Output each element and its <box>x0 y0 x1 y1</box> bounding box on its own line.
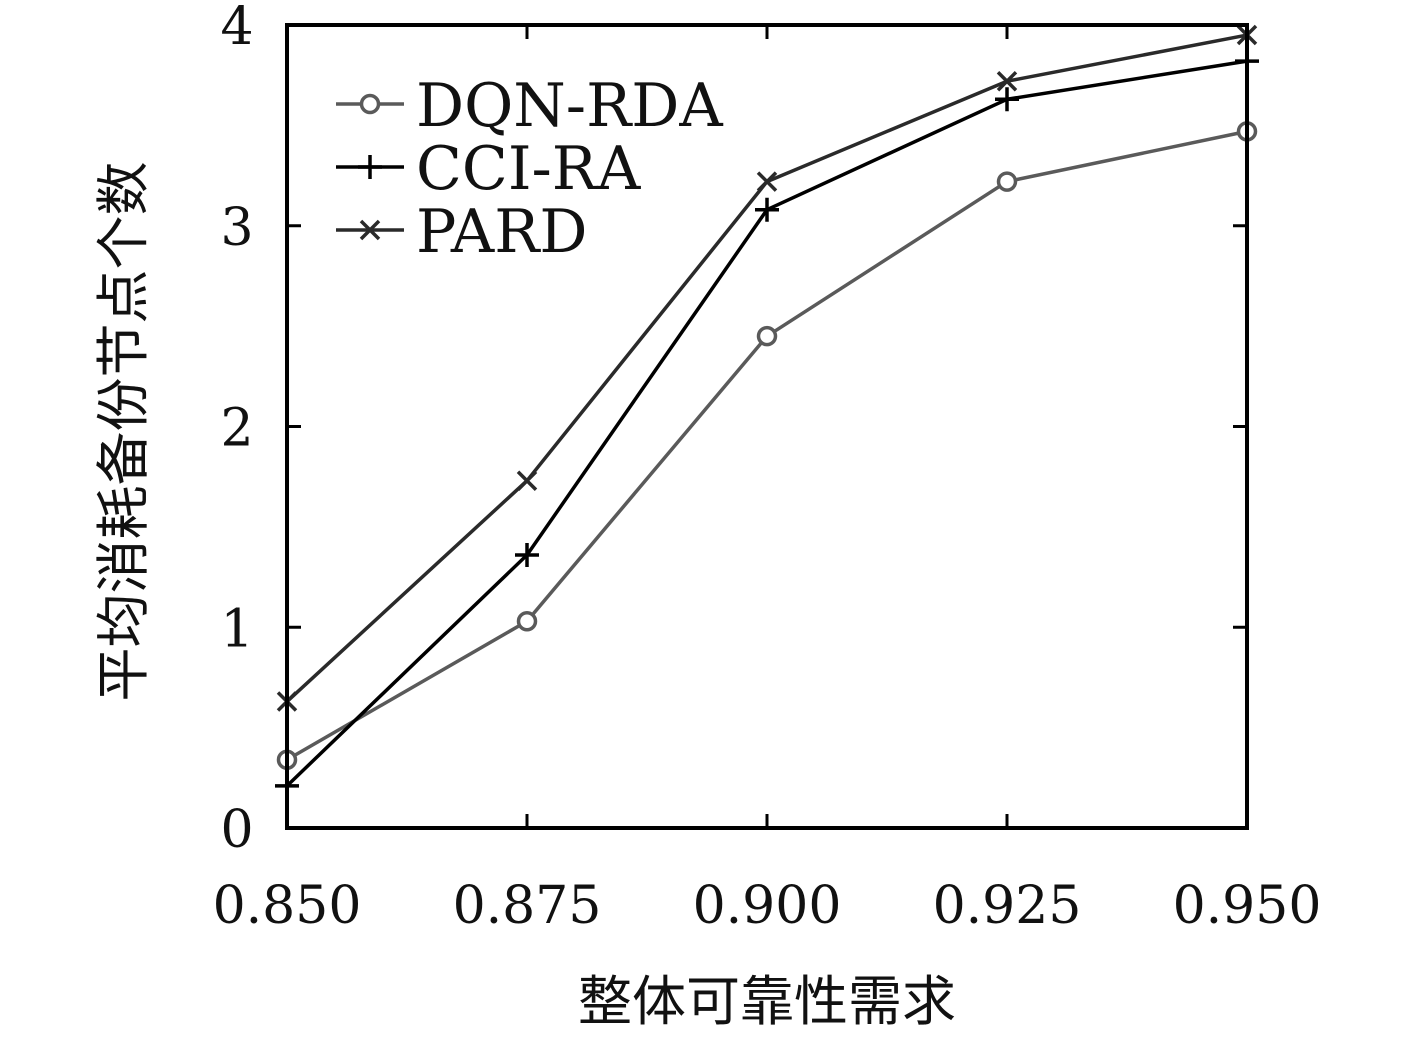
tick-layer: 0 1 2 3 4 0.850 0.875 0.900 0.925 0.950 <box>213 0 1322 936</box>
x-axis-title: 整体可靠性需求 <box>578 970 956 1033</box>
data-point-pard <box>516 470 538 491</box>
series-layer <box>275 24 1259 798</box>
data-point-cci-ra <box>995 87 1019 112</box>
legend-label-cci-ra: CCI-RA <box>416 134 641 204</box>
x-tick-label: 0.900 <box>693 876 842 936</box>
legend-marker-dqn-rda <box>359 93 381 115</box>
data-point-pard <box>756 171 778 192</box>
legend-marker-cci-ra <box>358 155 382 179</box>
y-tick-label: 3 <box>220 198 253 258</box>
legend-marker-pard <box>359 219 381 241</box>
legend-label-pard: PARD <box>416 197 587 267</box>
legend-item-pard: PARD <box>336 197 587 267</box>
y-tick-label: 4 <box>220 0 253 57</box>
x-tick-label: 0.925 <box>933 876 1082 936</box>
y-tick-label: 0 <box>220 800 253 860</box>
x-tick-label: 0.950 <box>1173 876 1322 936</box>
data-point-dqn-rda <box>756 325 778 347</box>
data-point-dqn-rda <box>996 171 1018 192</box>
data-point-cci-ra <box>755 197 779 222</box>
data-point-dqn-rda <box>516 610 538 632</box>
series-dqn-rda <box>276 121 1258 770</box>
data-point-pard <box>996 70 1018 92</box>
x-tick-label: 0.875 <box>453 876 602 936</box>
y-axis-title: 平均消耗备份节点个数 <box>92 162 155 702</box>
x-tick-label: 0.850 <box>213 876 362 936</box>
legend-item-dqn-rda: DQN-RDA <box>336 71 723 141</box>
legend-item-cci-ra: CCI-RA <box>336 134 641 204</box>
y-tick-label: 1 <box>220 599 253 659</box>
legend-label-dqn-rda: DQN-RDA <box>416 71 723 141</box>
data-point-cci-ra <box>515 542 539 567</box>
y-tick-label: 2 <box>220 399 253 459</box>
